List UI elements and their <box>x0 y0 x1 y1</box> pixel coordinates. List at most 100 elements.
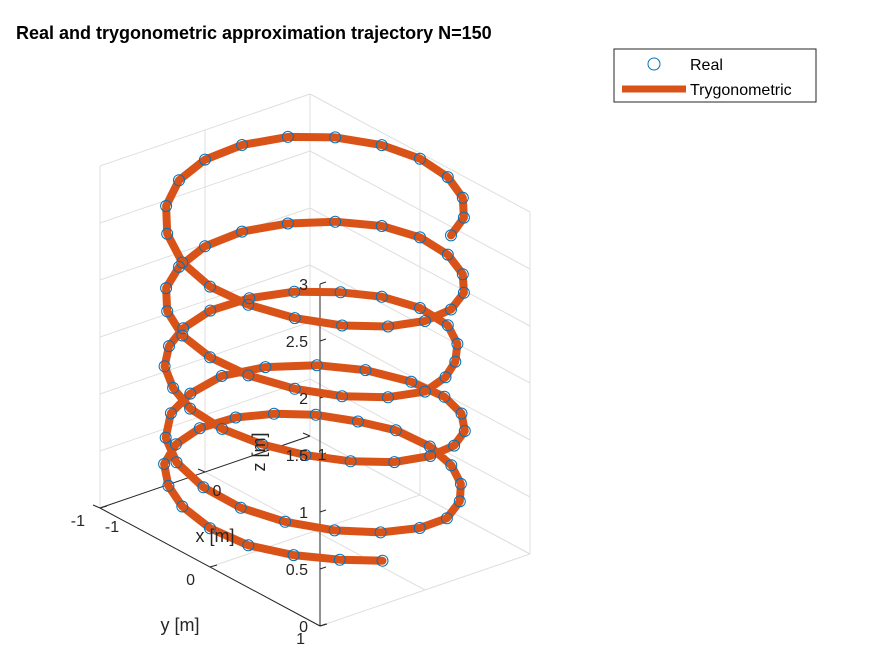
x-tick-mark-2 <box>302 432 311 437</box>
z-tick-mark-1 <box>319 566 327 570</box>
chart-title: Real and trygonometric approximation tra… <box>16 23 492 43</box>
real-point <box>158 458 171 470</box>
z-tick-label-3: 1.5 <box>286 448 308 465</box>
real-point <box>204 304 217 317</box>
real-point <box>216 422 229 435</box>
z-tick-label-0: 0 <box>299 619 308 636</box>
real-point <box>458 425 471 437</box>
y-tick-mark-2 <box>319 623 328 627</box>
legend-trygonometric-label: Trygonometric <box>690 82 792 99</box>
real-point <box>268 407 280 420</box>
z-tick-mark-6 <box>319 281 327 285</box>
real-point <box>197 481 210 494</box>
real-point <box>445 459 458 472</box>
real-point <box>441 171 454 184</box>
real-point <box>329 131 342 144</box>
legend-box <box>613 48 817 103</box>
real-point <box>333 553 346 566</box>
real-point <box>424 450 437 462</box>
real-point <box>160 282 173 295</box>
real-point <box>414 231 426 244</box>
real-point <box>176 500 189 513</box>
real-point <box>455 407 468 420</box>
real-point <box>234 501 247 514</box>
real-point <box>299 449 312 462</box>
real-point <box>281 217 294 230</box>
z-tick-label-1: 0.5 <box>286 562 308 579</box>
real-point <box>419 315 431 327</box>
real-point <box>256 438 269 451</box>
real-point <box>176 329 189 342</box>
real-point <box>382 391 394 404</box>
real-point <box>287 549 300 562</box>
real-point <box>242 369 255 382</box>
real-point <box>453 495 466 508</box>
real-point <box>441 319 454 332</box>
real-point <box>236 139 248 151</box>
real-point <box>454 477 467 490</box>
real-point <box>204 522 216 535</box>
real-point <box>440 512 453 525</box>
real-point <box>329 215 342 228</box>
real-point <box>351 415 364 428</box>
x-tick-mark-1 <box>197 468 206 473</box>
real-point <box>159 431 172 444</box>
real-point <box>438 390 451 403</box>
real-point <box>336 390 349 403</box>
real-point <box>334 286 347 299</box>
real-point <box>457 286 470 299</box>
real-point <box>170 456 183 469</box>
real-point <box>388 456 401 469</box>
real-point <box>328 524 341 537</box>
z-tick-label-2: 1 <box>299 505 308 522</box>
real-point <box>184 402 197 415</box>
real-point <box>309 408 322 421</box>
y-tick-label-0: -1 <box>71 513 85 530</box>
real-point <box>199 153 211 166</box>
x-tick-label-2: 1 <box>318 447 327 464</box>
z-axis-label: z [m] <box>249 433 269 472</box>
real-point <box>163 340 175 353</box>
real-point <box>288 285 301 298</box>
real-point <box>389 424 402 437</box>
real-point <box>173 174 185 187</box>
real-point <box>445 303 457 316</box>
real-point <box>204 280 216 293</box>
real-point <box>449 355 462 368</box>
real-point <box>288 382 301 395</box>
real-point <box>164 407 177 420</box>
legend: Real Trygonometric <box>613 48 817 103</box>
real-point <box>215 370 228 382</box>
y-tick-mark-1 <box>209 564 218 568</box>
legend-real-marker <box>647 57 661 71</box>
x-tick-label-1: 0 <box>213 483 222 500</box>
real-point <box>229 411 242 424</box>
real-point <box>451 337 464 350</box>
real-point <box>173 260 185 273</box>
real-point <box>376 554 389 567</box>
real-point <box>242 298 255 311</box>
real-point <box>375 220 388 232</box>
real-point <box>359 364 372 377</box>
real-point <box>279 515 292 528</box>
real-point <box>375 139 388 152</box>
real-point <box>336 319 349 332</box>
grid-line-y-floor-2 <box>319 553 531 627</box>
real-point <box>448 439 461 452</box>
real-point <box>158 360 171 373</box>
real-point <box>456 191 469 204</box>
real-point <box>167 381 180 394</box>
z-tick-mark-5 <box>319 338 327 342</box>
real-point <box>193 422 206 435</box>
x-axis-label: x [m] <box>196 526 235 546</box>
trygonometric-series <box>160 132 469 565</box>
real-point <box>281 130 294 143</box>
real-point <box>414 302 426 314</box>
real-point <box>288 312 301 325</box>
z-tick-mark-2 <box>319 509 327 513</box>
real-point <box>413 522 426 534</box>
y-axis-label: y [m] <box>161 615 200 635</box>
legend-real-label: Real <box>690 57 723 74</box>
